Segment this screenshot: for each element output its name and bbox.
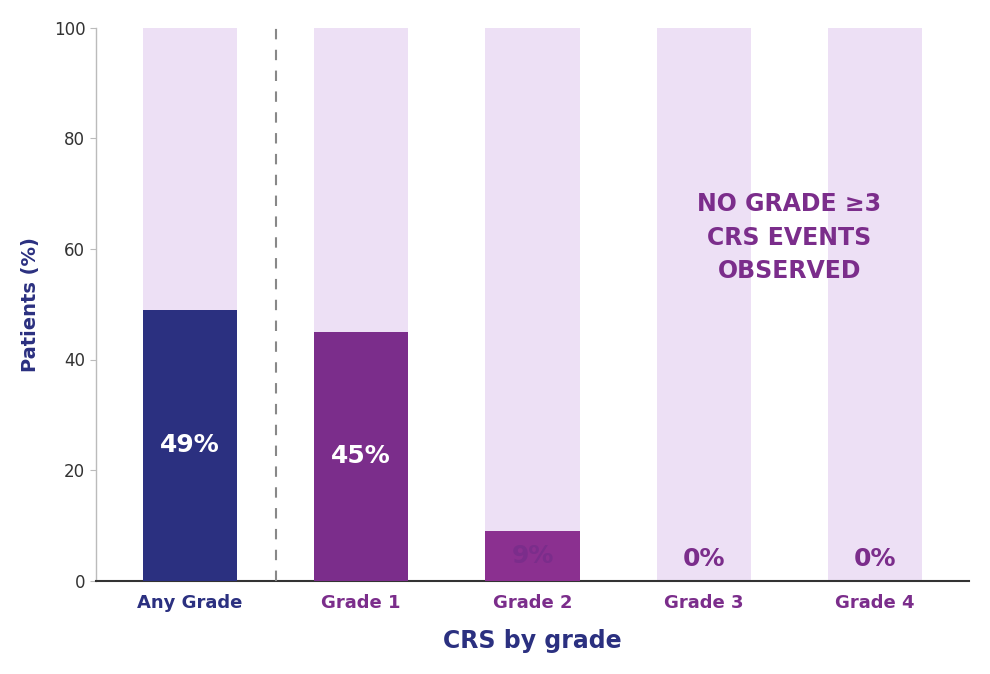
Text: 0%: 0%: [853, 547, 896, 570]
Bar: [143, 28, 237, 580]
Bar: [485, 531, 579, 580]
Y-axis label: Patients (%): Patients (%): [21, 237, 40, 371]
Text: NO GRADE ≥3
CRS EVENTS
OBSERVED: NO GRADE ≥3 CRS EVENTS OBSERVED: [697, 192, 881, 283]
Bar: [828, 28, 922, 580]
Bar: [314, 332, 408, 580]
Bar: [314, 28, 408, 580]
Text: 45%: 45%: [332, 444, 391, 468]
Text: 49%: 49%: [160, 433, 220, 457]
Bar: [485, 28, 579, 580]
Bar: [656, 28, 750, 580]
Text: 9%: 9%: [511, 544, 553, 568]
Bar: [143, 310, 237, 580]
Text: 0%: 0%: [682, 547, 725, 570]
X-axis label: CRS by grade: CRS by grade: [444, 629, 622, 653]
